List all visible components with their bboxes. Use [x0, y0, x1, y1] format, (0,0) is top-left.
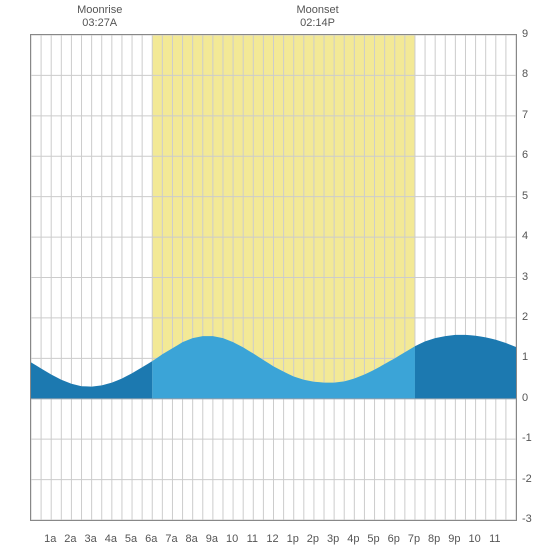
moonrise-title: Moonrise	[77, 4, 122, 16]
x-tick: 10	[226, 533, 238, 545]
moonset-title: Moonset	[296, 4, 338, 16]
x-tick: 5a	[125, 533, 137, 545]
x-tick: 8a	[186, 533, 198, 545]
y-tick: 0	[516, 392, 548, 404]
x-tick: 6a	[145, 533, 157, 545]
y-tick: -1	[516, 432, 548, 444]
x-tick: 8p	[428, 533, 440, 545]
x-tick: 12	[266, 533, 278, 545]
x-tick: 9p	[448, 533, 460, 545]
moon-event-labels: Moonrise 03:27A Moonset 02:14P	[0, 4, 550, 34]
y-tick: 6	[516, 149, 548, 161]
tide-chart: Moonrise 03:27A Moonset 02:14P -3-2-1012…	[0, 0, 550, 550]
plot-area	[30, 34, 517, 521]
x-tick: 7p	[408, 533, 420, 545]
x-tick: 9a	[206, 533, 218, 545]
y-tick: 1	[516, 351, 548, 363]
y-axis-labels: -3-2-10123456789	[518, 34, 548, 521]
x-tick: 2p	[307, 533, 319, 545]
x-tick: 2a	[64, 533, 76, 545]
x-axis-labels: 1a 2a 3a 4a 5a 6a 7a 8a 9a 10 11 12 1p 2p 3p 4p 5p 6p 7p 8p…	[30, 525, 517, 545]
y-tick: 9	[516, 28, 548, 40]
x-tick: 11	[247, 533, 258, 545]
y-tick: 3	[516, 271, 548, 283]
x-tick: 4a	[105, 533, 117, 545]
moonrise-time: 03:27A	[82, 17, 117, 29]
y-tick: -3	[516, 513, 548, 525]
x-tick: 3a	[85, 533, 97, 545]
x-tick: 6p	[388, 533, 400, 545]
x-tick: 10	[468, 533, 480, 545]
x-tick: 3p	[327, 533, 339, 545]
x-tick: 11	[489, 533, 500, 545]
y-tick: -2	[516, 473, 548, 485]
moonset-label: Moonset 02:14P	[296, 4, 338, 30]
x-tick: 1a	[44, 533, 56, 545]
y-tick: 8	[516, 68, 548, 80]
y-tick: 2	[516, 311, 548, 323]
x-tick: 7a	[165, 533, 177, 545]
x-tick: 4p	[347, 533, 359, 545]
x-tick: 5p	[367, 533, 379, 545]
moonset-time: 02:14P	[300, 17, 335, 29]
moonrise-label: Moonrise 03:27A	[77, 4, 122, 30]
tide-wave	[31, 35, 516, 520]
y-tick: 5	[516, 190, 548, 202]
x-tick: 1p	[287, 533, 299, 545]
y-tick: 4	[516, 230, 548, 242]
y-tick: 7	[516, 109, 548, 121]
